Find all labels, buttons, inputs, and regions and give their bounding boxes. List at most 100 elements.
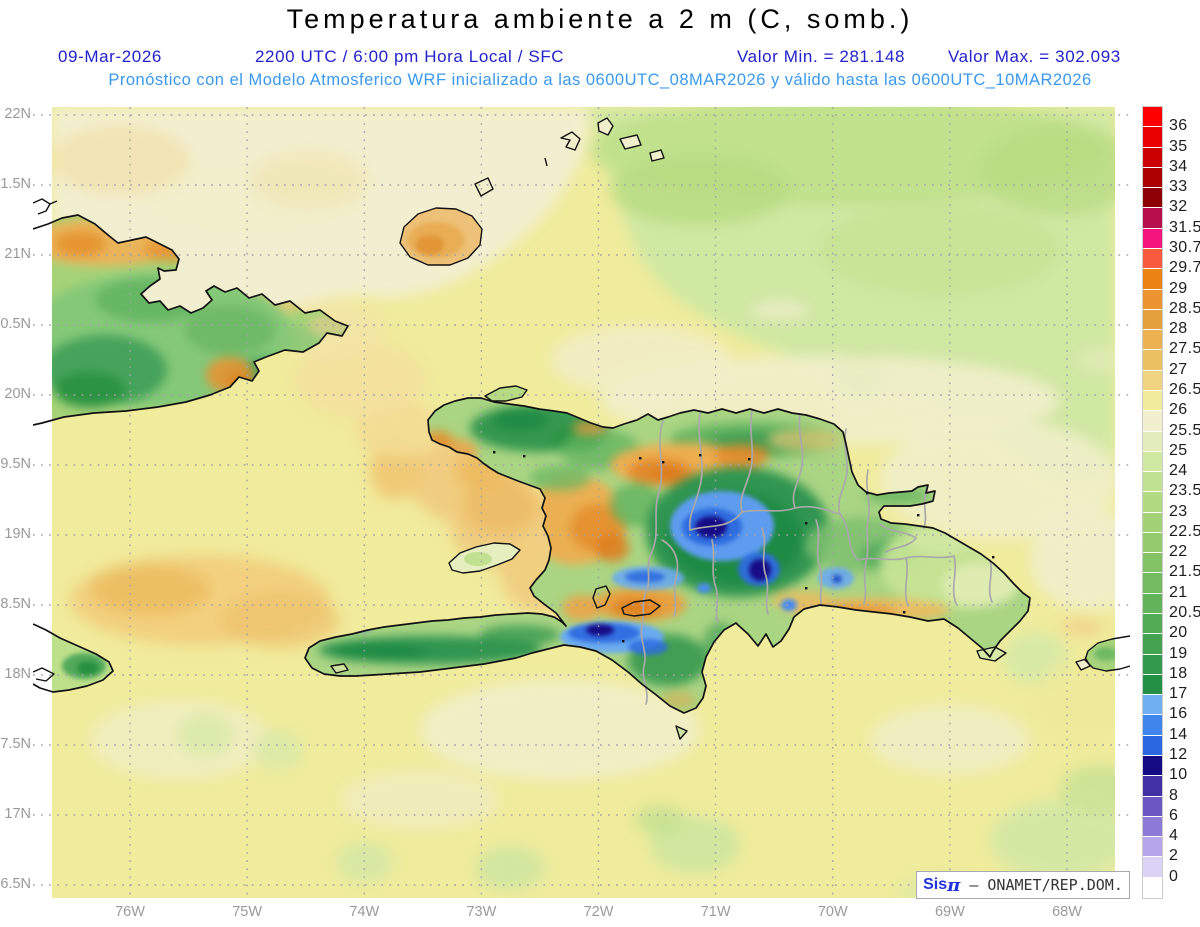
colorbar-tick-label: 25.5 (1169, 421, 1200, 439)
colorbar-segment (1143, 147, 1162, 168)
valid-date: 09-Mar-2026 (58, 47, 162, 66)
colorbar-segment (1143, 654, 1162, 675)
colorbar-segment (1143, 472, 1162, 493)
lat-tick-label: 9.5N (0, 456, 31, 472)
lake-enriquillo (621, 599, 661, 617)
colorbar-segment (1143, 512, 1162, 533)
valid-time: 2200 UTC / 6:00 pm Hora Local / SFC (255, 47, 565, 66)
colorbar-tick-label: 26 (1169, 401, 1188, 419)
colorbar-tick-label: 0 (1169, 867, 1179, 885)
colorbar-segment (1143, 837, 1162, 858)
lat-tick-label: 8.5N (0, 596, 31, 612)
colorbar-tick-label: 28.5 (1169, 299, 1200, 317)
colorbar-tick-label: 29 (1169, 279, 1188, 297)
lat-tick-label: 20N (4, 386, 31, 402)
colorbar-segment (1143, 634, 1162, 655)
colorbar-segment (1143, 614, 1162, 635)
colorbar-tick-label: 24 (1169, 462, 1188, 480)
lon-tick-label: 71W (700, 904, 731, 920)
colorbar-tick-label: 10 (1169, 766, 1188, 784)
lat-tick-label: 19N (4, 526, 31, 542)
colorbar-segment (1143, 228, 1162, 249)
colorbar-segment (1143, 492, 1162, 513)
lat-tick-label: 21N (4, 246, 31, 262)
colorbar-tick-label: 23.5 (1169, 482, 1200, 500)
colorbar-segment (1143, 411, 1162, 432)
page-title: Temperatura ambiente a 2 m (C, somb.) (286, 4, 914, 34)
colorbar-segment (1143, 674, 1162, 696)
attribution-box: Sis π – ONAMET/REP.DOM. (916, 871, 1130, 899)
colorbar-tick-label: 36 (1169, 117, 1188, 135)
colorbar-tick-label: 23 (1169, 502, 1188, 520)
colorbar-tick-label: 21 (1169, 583, 1188, 601)
colorbar-segment (1143, 289, 1162, 310)
colorbar-segment (1143, 756, 1162, 777)
colorbar-segment (1143, 877, 1162, 898)
colorbar-tick-label: 20 (1169, 624, 1188, 642)
colorbar-segment (1143, 269, 1162, 290)
colorbar-segment (1143, 431, 1162, 452)
colorbar-tick-label: 35 (1169, 137, 1188, 155)
colorbar-tick-label: 22.5 (1169, 522, 1200, 540)
colorbar-segment (1143, 451, 1162, 473)
colorbar-segment (1143, 715, 1162, 736)
colorbar-tick-label: 30.7 (1169, 238, 1200, 256)
lon-tick-label: 69W (934, 904, 965, 920)
colorbar-segment (1143, 857, 1162, 878)
colorbar-segment (1143, 107, 1162, 128)
colorbar (1142, 106, 1163, 899)
colorbar-segment (1143, 208, 1162, 229)
colorbar-tick-label: 17 (1169, 685, 1188, 703)
cuba-coastline (33, 214, 349, 426)
pi-symbol: π (947, 874, 961, 896)
lake-saumatre (592, 585, 611, 609)
colorbar-tick-label: 27.5 (1169, 340, 1200, 358)
lon-tick-label: 72W (583, 904, 614, 920)
jamaica-coastline (33, 623, 114, 693)
colorbar-segment (1143, 330, 1162, 351)
valor-min: Valor Min. = 281.148 (737, 47, 906, 66)
colorbar-segment (1143, 390, 1162, 412)
lat-tick-label: 17N (4, 806, 31, 822)
domain-margins (33, 105, 1130, 900)
colorbar-tick-label: 20.5 (1169, 604, 1200, 622)
cold-spots (351, 491, 854, 655)
lat-tick-label: 7.5N (0, 736, 31, 752)
colorbar-segment (1143, 796, 1162, 817)
colorbar-tick-label: 19 (1169, 644, 1188, 662)
colorbar-segment (1143, 248, 1162, 270)
colorbar-tick-label: 8 (1169, 786, 1179, 804)
colorbar-tick-label: 18 (1169, 664, 1188, 682)
attribution-separator: – (960, 876, 988, 894)
colorbar-tick-label: 14 (1169, 725, 1188, 743)
colorbar-tick-label: 31.5 (1169, 218, 1200, 236)
colorbar-segment (1143, 532, 1162, 554)
colorbar-segment (1143, 188, 1162, 209)
colorbar-tick-label: 16 (1169, 705, 1188, 723)
colorbar-tick-label: 33 (1169, 178, 1188, 196)
lon-tick-label: 76W (115, 904, 145, 920)
lat-tick-label: 1.5N (0, 176, 31, 192)
colorbar-segment (1143, 309, 1162, 331)
colorbar-tick-label: 25 (1169, 441, 1188, 459)
colorbar-segment (1143, 127, 1162, 148)
colorbar-segment (1143, 167, 1162, 189)
lat-tick-label: 22N (4, 106, 31, 122)
ocean-temperature-field (50, 105, 1130, 900)
hispaniola-coastline (304, 397, 1031, 714)
colorbar-tick-label: 29.7 (1169, 259, 1200, 277)
colorbar-tick-label: 12 (1169, 746, 1188, 764)
colorbar-segment (1143, 593, 1162, 615)
colorbar-tick-label: 28 (1169, 320, 1188, 338)
colorbar-segment (1143, 816, 1162, 838)
colorbar-segment (1143, 695, 1162, 716)
colorbar-segment (1143, 370, 1162, 391)
lon-tick-label: 70W (817, 904, 848, 920)
lon-tick-label: 75W (232, 904, 263, 920)
lat-tick-label: 18N (4, 666, 31, 682)
attribution-org: ONAMET/REP.DOM. (987, 876, 1123, 894)
colorbar-tick-label: 32 (1169, 198, 1188, 216)
lat-tick-label: 6.5N (0, 876, 31, 892)
colorbar-tick-label: 21.5 (1169, 563, 1200, 581)
